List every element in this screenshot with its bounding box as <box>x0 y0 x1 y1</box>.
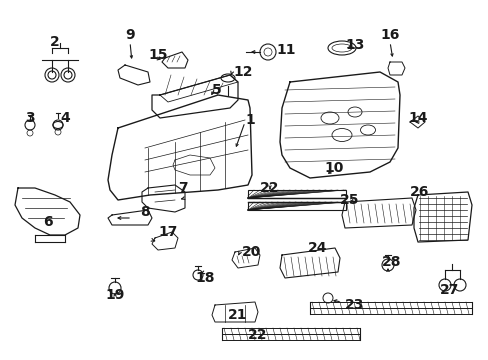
Text: 15: 15 <box>148 48 167 62</box>
Text: 28: 28 <box>382 255 401 269</box>
Text: 21: 21 <box>228 308 247 322</box>
Text: 24: 24 <box>307 241 327 255</box>
Text: 11: 11 <box>275 43 295 57</box>
Text: 17: 17 <box>158 225 177 239</box>
Text: 9: 9 <box>125 28 135 42</box>
Text: 22: 22 <box>247 328 267 342</box>
Text: 7: 7 <box>178 181 187 195</box>
Text: 3: 3 <box>25 111 35 125</box>
Text: 1: 1 <box>244 113 254 127</box>
Text: 5: 5 <box>212 83 221 97</box>
Text: 10: 10 <box>324 161 343 175</box>
Text: 8: 8 <box>140 205 149 219</box>
Bar <box>247 190 346 198</box>
Text: 22: 22 <box>260 181 279 195</box>
Text: 18: 18 <box>195 271 214 285</box>
Text: 20: 20 <box>242 245 261 259</box>
Text: 14: 14 <box>407 111 427 125</box>
Text: 26: 26 <box>409 185 429 199</box>
Text: 13: 13 <box>345 38 364 52</box>
Text: 2: 2 <box>50 35 60 49</box>
Bar <box>247 202 346 210</box>
Text: 16: 16 <box>380 28 399 42</box>
Text: 19: 19 <box>105 288 124 302</box>
Text: 27: 27 <box>439 283 459 297</box>
Text: 4: 4 <box>60 111 70 125</box>
Text: 6: 6 <box>43 215 53 229</box>
Text: 23: 23 <box>345 298 364 312</box>
Text: 25: 25 <box>340 193 359 207</box>
Text: 12: 12 <box>232 65 252 79</box>
